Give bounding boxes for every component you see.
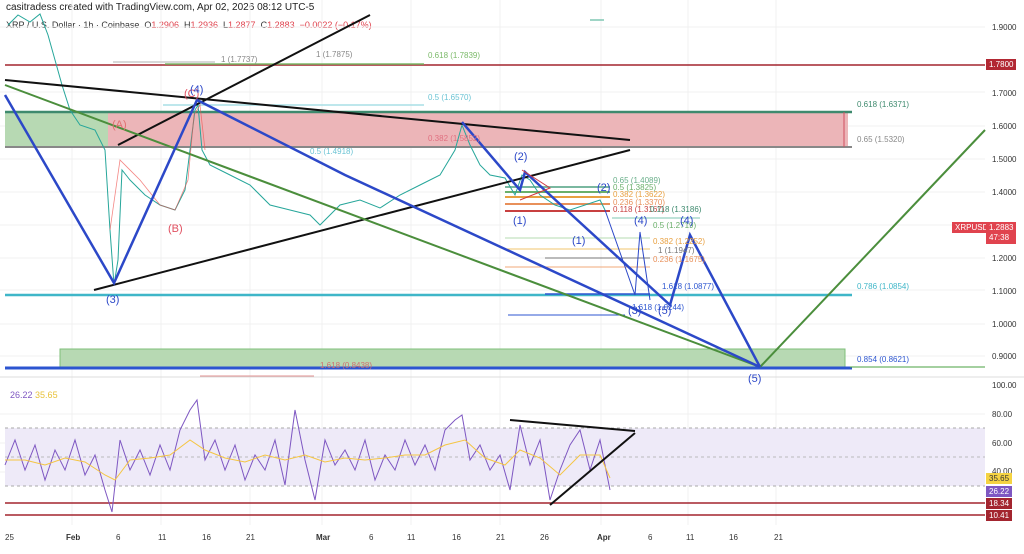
rsi-ma-tag: 35.65 — [986, 473, 1013, 484]
svg-text:11: 11 — [407, 533, 416, 542]
svg-text:0.5 (1.2719): 0.5 (1.2719) — [653, 221, 696, 230]
svg-text:0.118 (1.3186): 0.118 (1.3186) — [650, 205, 702, 214]
rsi-legend-ma: 35.65 — [35, 390, 58, 400]
svg-text:0.382 (1.3622): 0.382 (1.3622) — [613, 190, 665, 199]
svg-text:(1): (1) — [513, 215, 526, 227]
svg-text:1.7000: 1.7000 — [992, 89, 1017, 98]
symbol-legend: XRP / U.S. Dollar · 1h · Coinbase O1.290… — [6, 20, 372, 30]
svg-text:16: 16 — [452, 533, 461, 542]
current-price-tag: 1.2883 47:38 — [986, 222, 1017, 244]
svg-text:(3): (3) — [628, 305, 641, 317]
svg-text:11: 11 — [158, 533, 167, 542]
svg-text:(4): (4) — [190, 84, 203, 96]
svg-text:80.00: 80.00 — [992, 410, 1013, 419]
svg-text:21: 21 — [246, 533, 255, 542]
rsi-value-tag: 26.22 — [986, 486, 1013, 497]
svg-text:26: 26 — [540, 533, 549, 542]
svg-text:0.5 (1.4918): 0.5 (1.4918) — [310, 147, 353, 156]
svg-text:1 (1.7737): 1 (1.7737) — [221, 55, 258, 64]
close-value: 1.2883 — [267, 20, 295, 30]
svg-text:0.118 (1.3167): 0.118 (1.3167) — [613, 205, 665, 214]
low-value: 1.2877 — [228, 20, 256, 30]
svg-text:60.00: 60.00 — [992, 439, 1013, 448]
svg-text:0.9000: 0.9000 — [992, 352, 1017, 361]
svg-text:(A): (A) — [112, 119, 127, 131]
bar-countdown: 47:38 — [989, 233, 1010, 242]
svg-text:0.382 (1.5852): 0.382 (1.5852) — [428, 134, 480, 143]
rsi-level-tag-2: 10.41 — [986, 510, 1013, 521]
svg-text:(5): (5) — [658, 305, 671, 317]
svg-text:0.618 (1.6371): 0.618 (1.6371) — [857, 100, 909, 109]
open-value: 1.2906 — [151, 20, 179, 30]
svg-text:(C): (C) — [184, 88, 199, 100]
svg-text:(3): (3) — [106, 294, 119, 306]
svg-text:(1): (1) — [572, 235, 585, 247]
svg-text:(4): (4) — [680, 215, 693, 227]
svg-text:16: 16 — [202, 533, 211, 542]
symbol-description: XRP / U.S. Dollar · 1h · Coinbase — [6, 20, 140, 30]
rsi-legend: 26.22 35.65 — [10, 390, 58, 400]
rsi-level-tag-1: 18.34 — [986, 498, 1013, 509]
svg-text:0.382 (1.2252): 0.382 (1.2252) — [653, 237, 705, 246]
svg-text:0.65 (1.4089): 0.65 (1.4089) — [613, 176, 661, 185]
rsi-band — [5, 428, 985, 486]
svg-text:25: 25 — [5, 533, 14, 542]
chart-credit: casitradess created with TradingView.com… — [6, 2, 315, 13]
svg-text:0.854 (0.8621): 0.854 (0.8621) — [857, 355, 909, 364]
svg-text:0.786 (1.0854): 0.786 (1.0854) — [857, 282, 909, 291]
svg-text:(5): (5) — [748, 373, 761, 385]
svg-text:0.5 (1.3825): 0.5 (1.3825) — [613, 183, 656, 192]
rsi-legend-value: 26.22 — [10, 390, 33, 400]
svg-text:1.4000: 1.4000 — [992, 188, 1017, 197]
svg-text:(B): (B) — [168, 223, 183, 235]
svg-text:1.618 (1.0244): 1.618 (1.0244) — [632, 303, 684, 312]
svg-text:0.65 (1.5320): 0.65 (1.5320) — [857, 135, 905, 144]
svg-text:100.00: 100.00 — [992, 381, 1017, 390]
svg-text:1.9000: 1.9000 — [992, 23, 1017, 32]
svg-text:11: 11 — [686, 533, 695, 542]
svg-text:1 (1.7875): 1 (1.7875) — [316, 50, 353, 59]
svg-text:1.618 (0.8438): 1.618 (0.8438) — [320, 361, 372, 370]
svg-text:6: 6 — [648, 533, 653, 542]
svg-text:(2): (2) — [514, 151, 527, 163]
svg-text:0.618 (1.7839): 0.618 (1.7839) — [428, 51, 480, 60]
trendline-upper[interactable] — [4, 79, 631, 141]
svg-text:0.236 (1.3370): 0.236 (1.3370) — [613, 198, 665, 207]
svg-text:0.5 (1.6570): 0.5 (1.6570) — [428, 93, 471, 102]
svg-text:40.00: 40.00 — [992, 467, 1013, 476]
svg-text:1.0000: 1.0000 — [992, 320, 1017, 329]
svg-text:0.236 (1.1675): 0.236 (1.1675) — [653, 255, 705, 264]
trendline-lower[interactable] — [93, 149, 631, 291]
svg-text:1.618 (1.0877): 1.618 (1.0877) — [662, 282, 714, 291]
svg-text:1.6000: 1.6000 — [992, 122, 1017, 131]
svg-text:Apr: Apr — [597, 533, 611, 542]
svg-text:Feb: Feb — [66, 533, 80, 542]
level-tag-1780: 1.7800 — [986, 59, 1017, 70]
svg-text:6: 6 — [116, 533, 121, 542]
svg-text:(4): (4) — [634, 215, 647, 227]
high-value: 1.2936 — [190, 20, 218, 30]
svg-text:1.2000: 1.2000 — [992, 254, 1017, 263]
svg-text:21: 21 — [496, 533, 505, 542]
svg-text:Mar: Mar — [316, 533, 330, 542]
svg-text:1 (1.1947): 1 (1.1947) — [658, 246, 695, 255]
svg-text:6: 6 — [369, 533, 374, 542]
change-value: −0.0022 (−0.17%) — [299, 20, 372, 30]
svg-text:1.1000: 1.1000 — [992, 287, 1017, 296]
svg-text:21: 21 — [774, 533, 783, 542]
projection-line[interactable] — [759, 129, 986, 368]
svg-text:1.5000: 1.5000 — [992, 155, 1017, 164]
symbol-tag: XRPUSD — [952, 222, 992, 233]
svg-text:(2): (2) — [597, 182, 610, 194]
svg-text:16: 16 — [729, 533, 738, 542]
